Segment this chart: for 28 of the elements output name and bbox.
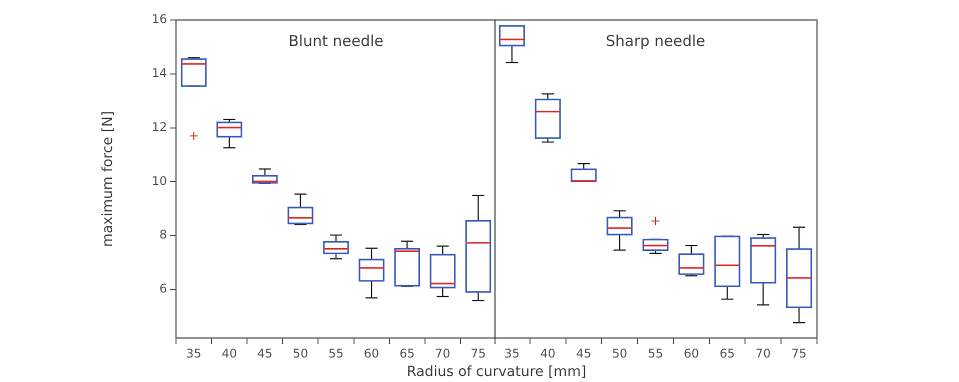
x-tick-label: 45 — [576, 346, 592, 360]
x-tick-label: 65 — [720, 346, 735, 360]
y-tick-label: 12 — [152, 120, 167, 134]
x-tick-label: 50 — [612, 346, 628, 360]
x-tick-label: 45 — [257, 346, 273, 360]
text: Sharp needle — [606, 32, 706, 50]
y-axis-title: maximum force [N] — [100, 110, 116, 248]
x-tick-label: 60 — [364, 346, 380, 360]
y-tick-label: 14 — [152, 66, 167, 80]
x-tick-label: 50 — [292, 346, 308, 360]
x-tick-label: 35 — [504, 346, 520, 360]
x-tick-label: 60 — [684, 346, 700, 360]
x-tick-label: 75 — [791, 346, 807, 360]
x-tick-label: 55 — [648, 346, 664, 360]
x-tick-label: 35 — [186, 346, 202, 360]
text: Blunt needle — [288, 32, 384, 50]
x-tick-label: 40 — [540, 346, 556, 360]
x-tick-label: 55 — [328, 346, 344, 360]
y-tick-label: 8 — [159, 228, 167, 242]
x-tick-label: 65 — [399, 346, 415, 360]
x-tick-label: 75 — [470, 346, 486, 360]
x-tick-label: 40 — [222, 346, 237, 360]
y-tick-label: 6 — [159, 282, 167, 296]
y-tick-label: 10 — [152, 174, 167, 188]
x-tick-label: 70 — [756, 346, 771, 360]
x-axis-title: Radius of curvature [mm] — [406, 364, 588, 380]
y-tick-label: 16 — [152, 12, 167, 26]
x-tick-label: 70 — [435, 346, 450, 360]
